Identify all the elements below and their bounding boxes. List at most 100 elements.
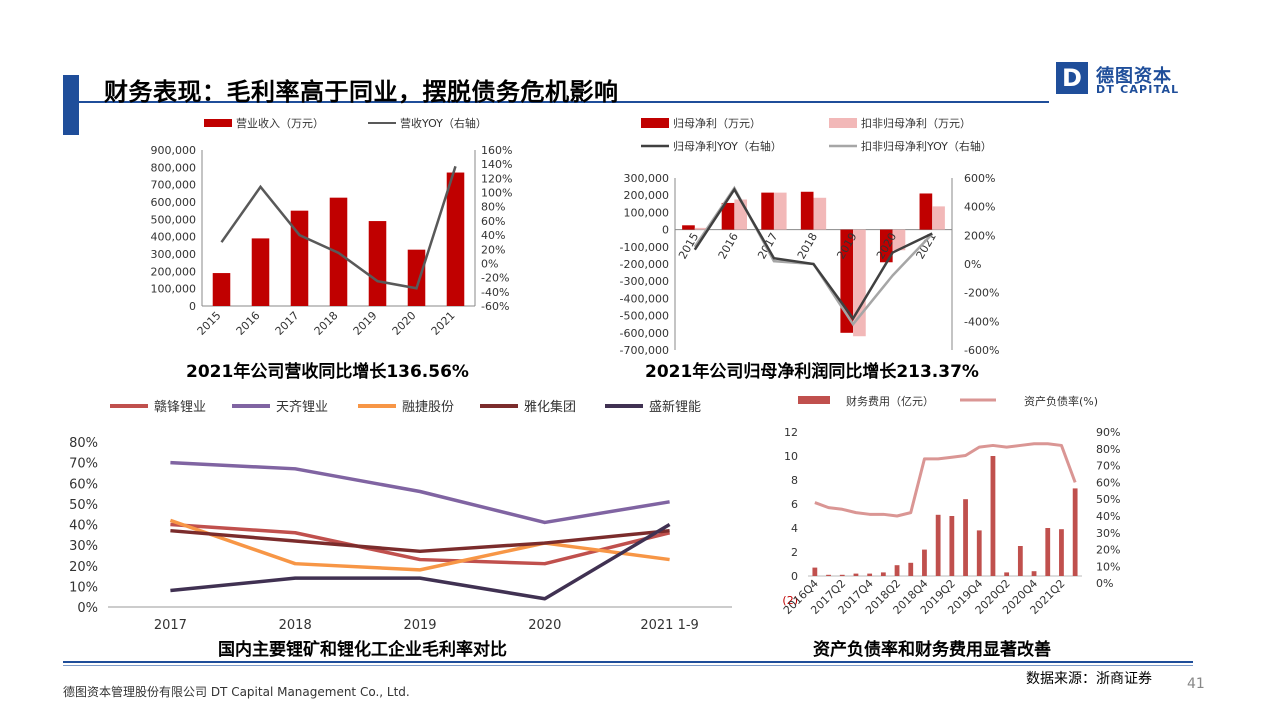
legend-label-profit: 归母净利（万元） [673,116,761,130]
y-tick-label: 500,000 [151,213,197,226]
y-tick-label: 0 [662,224,669,237]
profit-adj-bar [734,199,748,230]
y2-tick-label: 160% [481,144,512,157]
finance-cost-bar [949,516,955,576]
profit-adj-bar [853,229,866,337]
y2-tick-label: 40% [1096,510,1120,523]
debt-ratio-line [814,442,1077,518]
revenue-bar [212,273,231,306]
margin-line [170,528,670,554]
x-tick-label: 2021 [429,309,458,338]
profit-yoy-line [693,187,933,321]
y-tick-label: 0% [77,601,98,616]
y-tick-label: 40% [69,519,98,534]
finance-cost-bar [963,499,968,576]
y2-tick-label: 0% [964,258,981,271]
finance-cost-bar [880,572,886,576]
y2-tick-label: 10% [1096,560,1120,573]
y2-tick-label: 140% [481,158,512,171]
profit-adj-bar [694,227,708,230]
margin-line [169,518,670,572]
profit-bar [919,193,933,230]
y-tick-label: 80% [69,436,98,451]
debt-chart: 财务费用（亿元） 资产负债率(%) (2) 0 2 4 6 8 10 12 0% 10% 20% 30% 4… [770,388,1160,638]
legend-label-debt-ratio: 资产负债率(%) [1024,394,1098,408]
finance-cost-bar [935,514,941,576]
revenue-bar [368,221,387,306]
margin-chart: 赣锋锂业 天齐锂业 融捷股份 雅化集团 盛新锂能 0% 10% 20% 30% 40% 50% 60%… [60,390,750,635]
finance-cost-bar [990,456,996,576]
y2-tick-label: 0% [481,257,498,270]
legend-label-revenue-yoy: 营收YOY（右轴） [400,116,487,130]
x-tick-label: 2017 [154,618,187,633]
profit-bar [879,229,893,263]
x-tick-label: 2018 [795,231,820,262]
margin-chart-svg: 赣锋锂业 天齐锂业 融捷股份 雅化集团 盛新锂能 0% 10% 20% 30% 40% 50% 60%… [69,399,732,633]
y-tick-label: 2 [791,546,798,559]
y2-tick-label: 80% [481,201,505,214]
y-tick-label: 900,000 [151,144,197,157]
legend-swatch-profit-adj [829,118,857,128]
finance-cost-bar [922,549,927,576]
y-tick-label: 20% [69,560,98,575]
y-tick-label: -700,000 [620,344,669,357]
finance-cost-bar [1031,571,1037,576]
y2-tick-label: 120% [481,172,512,185]
y2-tick-label: 60% [481,215,505,228]
debt-chart-svg: 财务费用（亿元） 资产负债率(%) (2) 0 2 4 6 8 10 12 0% 10% 20% 30% 4… [781,394,1121,617]
y2-tick-label: 60% [1096,476,1120,489]
y-tick-label: 10 [784,450,798,463]
profit-adj-bar [813,197,827,230]
y2-tick-label: 100% [481,187,512,200]
x-tick-label: 2018 [312,309,341,338]
legend-label-profit-adj-yoy: 扣非归母净利YOY（右轴） [861,139,992,153]
revenue-bar [446,172,465,306]
y-tick-label: 400,000 [151,231,197,244]
y-tick-label: 200,000 [624,189,670,202]
finance-cost-bar [867,573,873,576]
y-tick-label: -400,000 [620,292,669,305]
profit-bar [800,191,814,230]
revenue-bar [251,238,270,306]
y-tick-label: 700,000 [151,179,197,192]
y2-tick-label: 80% [1096,443,1120,456]
legend-label-margin: 融捷股份 [402,400,454,415]
legend-label-profit-adj: 扣非归母净利（万元） [861,116,971,130]
margin-line [170,522,671,601]
profit-caption: 2021年公司归母净利润同比增长213.37% [645,362,979,382]
revenue-chart-svg: 营业收入（万元） 营收YOY（右轴） 0 100,000 200,000 300,000 4… [151,116,513,338]
finance-cost-bar [976,530,982,576]
y2-tick-label: 30% [1096,527,1120,540]
y2-tick-label: -400% [964,315,999,328]
legend-label-margin: 天齐锂业 [276,399,328,415]
legend-swatch-finance-cost [798,396,830,404]
revenue-yoy-line [220,165,457,290]
y-tick-label: -300,000 [620,275,669,288]
y2-tick-label: 400% [964,201,995,214]
y2-tick-label: 600% [964,172,995,185]
page-title: 财务表现：毛利率高于同业，摆脱债务危机影响 [104,78,619,106]
legend-label-margin: 雅化集团 [524,399,576,415]
legend-label-finance-cost: 财务费用（亿元） [846,394,934,408]
y-tick-label: 600,000 [151,196,197,209]
finance-cost-bar [812,567,818,576]
profit-chart-svg: 归母净利（万元） 扣非归母净利（万元） 归母净利YOY（右轴） 扣非归母净利YOY（右… [620,116,1000,357]
y-tick-label: (2) [782,594,798,607]
x-tick-label: 2021 1-9 [640,618,698,633]
footer-rule [63,661,1193,663]
x-tick-label: 2018 [279,618,312,633]
logo-text-cn: 德图资本 [1096,66,1172,87]
y-tick-label: -200,000 [620,258,669,271]
y-tick-label: 0 [791,570,798,583]
data-source: 数据来源：浙商证券 [1026,671,1152,687]
y-tick-label: 300,000 [151,248,197,261]
legend-label-revenue: 营业收入（万元） [236,116,324,130]
y2-tick-label: 200% [964,229,995,242]
y-tick-label: 50% [69,498,98,513]
y2-tick-label: 0% [1096,577,1113,590]
title-underline [79,101,1049,103]
y2-tick-label: 20% [481,243,505,256]
y-tick-label: 70% [69,457,98,472]
page-number: 41 [1187,676,1205,692]
finance-cost-bar [908,562,914,576]
